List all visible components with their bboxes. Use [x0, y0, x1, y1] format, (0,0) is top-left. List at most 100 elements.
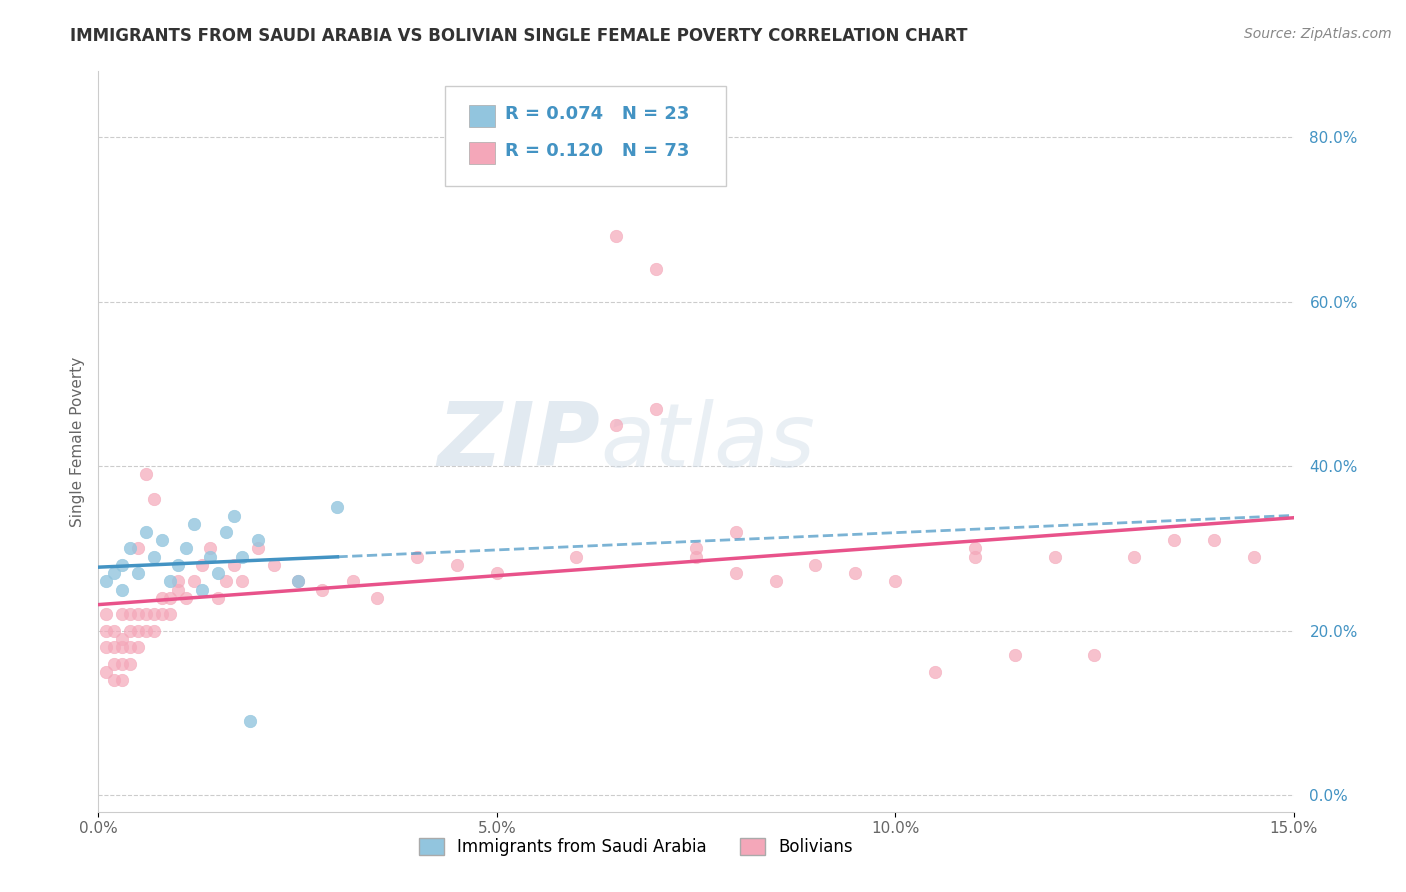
Point	[159, 591, 181, 605]
Point	[198, 549, 221, 564]
Point	[143, 607, 166, 622]
Point	[150, 607, 173, 622]
Point	[127, 607, 149, 622]
Point	[135, 467, 157, 482]
Point	[198, 541, 221, 556]
Point	[246, 533, 269, 548]
Point	[246, 541, 269, 556]
FancyBboxPatch shape	[470, 142, 495, 164]
Point	[143, 624, 166, 638]
Point	[96, 665, 118, 679]
Text: R = 0.074   N = 23: R = 0.074 N = 23	[505, 105, 689, 123]
Point	[215, 574, 238, 589]
Point	[1163, 533, 1185, 548]
Point	[111, 657, 134, 671]
Text: IMMIGRANTS FROM SAUDI ARABIA VS BOLIVIAN SINGLE FEMALE POVERTY CORRELATION CHART: IMMIGRANTS FROM SAUDI ARABIA VS BOLIVIAN…	[70, 27, 967, 45]
Point	[605, 418, 627, 433]
Point	[804, 558, 827, 572]
Point	[565, 549, 588, 564]
Point	[183, 574, 205, 589]
Point	[366, 591, 388, 605]
Point	[231, 574, 253, 589]
Point	[96, 624, 118, 638]
Point	[167, 574, 190, 589]
Point	[96, 607, 118, 622]
Point	[135, 524, 157, 539]
Point	[1043, 549, 1066, 564]
Text: atlas: atlas	[600, 399, 815, 484]
Point	[167, 558, 190, 572]
Text: R = 0.120   N = 73: R = 0.120 N = 73	[505, 143, 689, 161]
Point	[342, 574, 364, 589]
Point	[1243, 549, 1265, 564]
Point	[884, 574, 907, 589]
Point	[207, 591, 229, 605]
Point	[263, 558, 285, 572]
Point	[326, 500, 349, 515]
Point	[222, 508, 245, 523]
Text: Source: ZipAtlas.com: Source: ZipAtlas.com	[1244, 27, 1392, 41]
Point	[103, 566, 125, 581]
Point	[191, 558, 214, 572]
Point	[1123, 549, 1146, 564]
Point	[1004, 648, 1026, 663]
Point	[685, 549, 707, 564]
Legend: Immigrants from Saudi Arabia, Bolivians: Immigrants from Saudi Arabia, Bolivians	[412, 831, 860, 863]
Point	[96, 574, 118, 589]
Point	[311, 582, 333, 597]
Point	[111, 632, 134, 646]
Point	[135, 624, 157, 638]
Point	[645, 261, 668, 276]
Point	[135, 607, 157, 622]
Point	[724, 566, 747, 581]
Point	[174, 591, 197, 605]
Point	[111, 640, 134, 655]
Point	[120, 640, 142, 655]
Point	[159, 607, 181, 622]
Point	[167, 582, 190, 597]
Point	[111, 582, 134, 597]
Point	[120, 657, 142, 671]
Point	[1083, 648, 1105, 663]
Point	[103, 640, 125, 655]
Point	[446, 558, 468, 572]
Point	[844, 566, 866, 581]
Point	[111, 673, 134, 687]
Point	[159, 574, 181, 589]
Point	[963, 541, 986, 556]
Point	[150, 533, 173, 548]
Point	[120, 541, 142, 556]
Point	[207, 566, 229, 581]
Point	[111, 558, 134, 572]
Point	[120, 624, 142, 638]
Point	[287, 574, 309, 589]
Point	[127, 624, 149, 638]
Point	[685, 541, 707, 556]
Point	[222, 558, 245, 572]
Point	[120, 607, 142, 622]
Text: ZIP: ZIP	[437, 398, 600, 485]
Point	[103, 657, 125, 671]
Point	[103, 624, 125, 638]
Point	[231, 549, 253, 564]
Point	[406, 549, 429, 564]
Point	[724, 524, 747, 539]
FancyBboxPatch shape	[470, 104, 495, 127]
Point	[963, 549, 986, 564]
Point	[924, 665, 946, 679]
Point	[645, 401, 668, 416]
Point	[191, 582, 214, 597]
Point	[485, 566, 508, 581]
Point	[103, 673, 125, 687]
Point	[127, 640, 149, 655]
Point	[111, 607, 134, 622]
Point	[605, 228, 627, 243]
Point	[127, 541, 149, 556]
Point	[96, 640, 118, 655]
Point	[239, 714, 262, 729]
Point	[765, 574, 787, 589]
Point	[287, 574, 309, 589]
Point	[1202, 533, 1225, 548]
Point	[183, 516, 205, 531]
Point	[143, 492, 166, 507]
